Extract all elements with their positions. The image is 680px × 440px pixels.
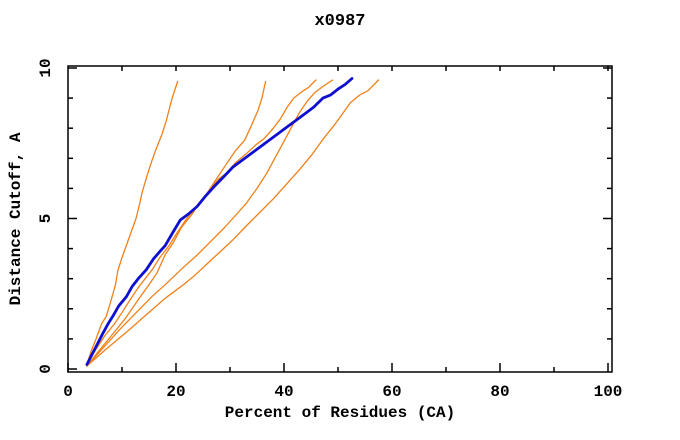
y-tick-label: 5 [37,214,55,224]
x-tick-label: 100 [594,383,623,401]
x-axis-label: Percent of Residues (CA) [225,404,455,422]
y-axis-label: Distance Cutoff, A [7,132,25,305]
x-tick-label: 0 [63,383,73,401]
y-tick-label: 10 [37,58,55,77]
x-tick-label: 80 [490,383,509,401]
x-tick-label: 60 [382,383,401,401]
x-tick-label: 40 [274,383,293,401]
highlight-curve [85,77,354,366]
model-curve [86,79,334,367]
curves-layer [85,77,380,367]
x-tick-label: 20 [166,383,185,401]
plot-frame [67,65,613,373]
model-curve [86,79,317,367]
model-curve [86,80,267,366]
model-curve [86,80,179,366]
axes-layer: 0 20 40 60 80 100 0 5 10 [37,58,622,401]
model-curve [86,79,380,367]
chart-title: x0987 [314,12,365,31]
y-tick-label: 0 [37,364,55,374]
